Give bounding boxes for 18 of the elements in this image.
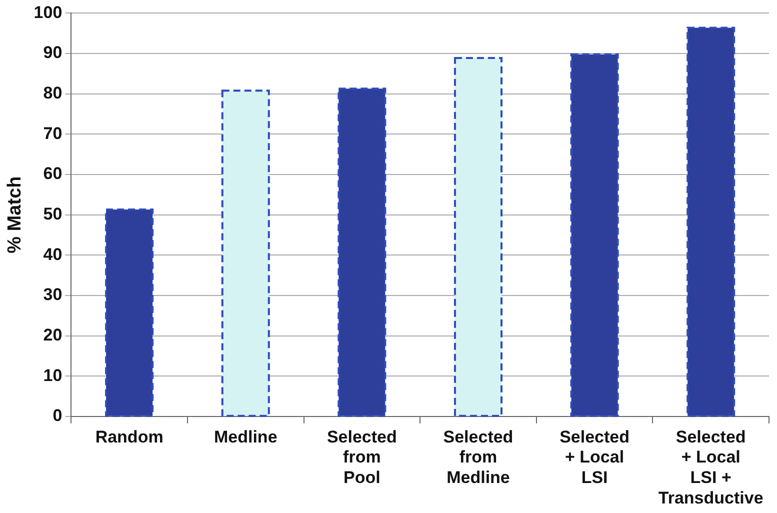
- x-tick-label: Selected + Local LSI + Transductive: [658, 427, 764, 508]
- y-axis-title: % Match: [4, 176, 26, 254]
- y-tick-label: 30: [43, 285, 62, 304]
- y-tick-label: 60: [43, 164, 62, 184]
- y-tick-label: 90: [43, 43, 62, 62]
- y-tick-label: 70: [43, 124, 62, 143]
- x-tick-label: Selected from Pool: [326, 427, 397, 488]
- x-tick-label: Medline: [214, 427, 278, 446]
- y-tick-label: 100: [34, 2, 62, 22]
- y-tick-label: 0: [52, 406, 62, 426]
- x-tick-label: Random: [95, 427, 164, 446]
- y-tick-label: 20: [43, 325, 62, 344]
- x-tick-label: Selected from Medline: [443, 427, 514, 488]
- y-tick-label: 50: [43, 204, 62, 224]
- y-tick-label: 40: [43, 244, 62, 264]
- y-tick-label: 80: [43, 84, 62, 103]
- x-tick-label: Selected + Local LSI: [560, 427, 630, 488]
- y-tick-label: 10: [43, 366, 62, 385]
